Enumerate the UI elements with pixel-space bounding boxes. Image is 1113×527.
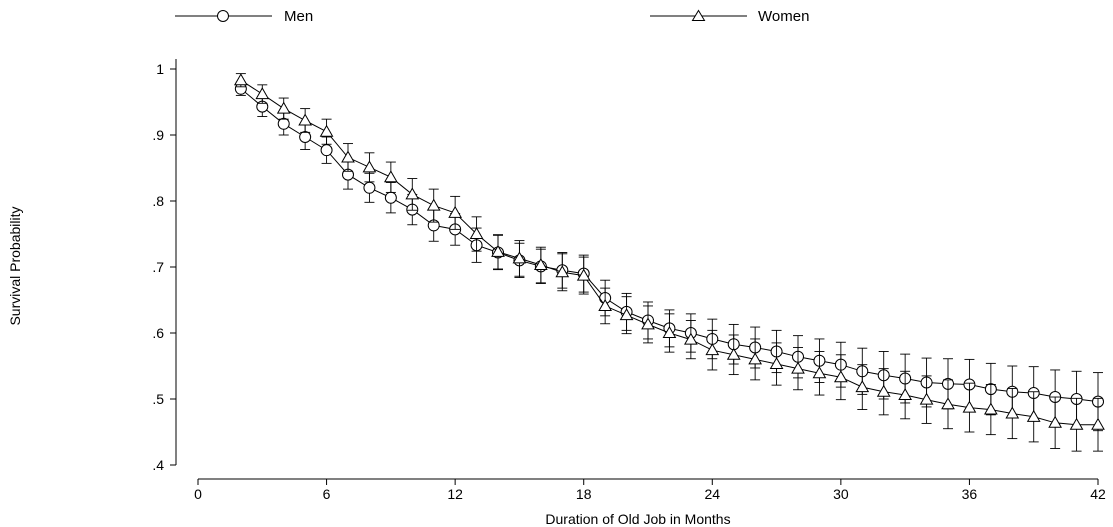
y-tick-label: .7	[152, 259, 164, 275]
women-point	[276, 101, 291, 114]
x-tick-label: 12	[447, 486, 463, 502]
legend: Men Women	[175, 8, 809, 25]
legend-entry-men: Men	[175, 8, 313, 25]
women-point	[512, 251, 527, 264]
women-point	[1091, 417, 1105, 430]
women-point	[255, 87, 270, 100]
men-point	[299, 130, 312, 143]
women-point	[576, 268, 591, 281]
women-point	[362, 160, 377, 173]
women-point	[919, 392, 934, 405]
women-point	[1026, 409, 1041, 422]
women-point	[533, 258, 548, 271]
y-tick-label: .8	[152, 193, 164, 209]
women-point	[469, 226, 484, 239]
x-tick-label: 36	[962, 486, 978, 502]
x-tick-label: 0	[194, 486, 202, 502]
women-point	[791, 361, 805, 374]
x-axis-title: Duration of Old Job in Months	[545, 511, 730, 527]
y-tick-label: .5	[152, 391, 164, 407]
women-point	[319, 124, 334, 137]
men-point	[363, 181, 376, 194]
women-point	[341, 150, 355, 163]
women-point	[641, 317, 655, 330]
x-tick-label: 30	[833, 486, 849, 502]
women-point	[855, 380, 870, 393]
men-point	[320, 144, 333, 157]
women-point	[983, 402, 998, 415]
y-tick-label: 1	[156, 61, 164, 77]
women-point	[941, 397, 955, 410]
women-point	[683, 332, 698, 345]
women-point	[962, 400, 977, 413]
women-point	[833, 370, 848, 383]
women-point	[233, 73, 248, 86]
axes: .4 .5 .6 .7 .8 .9 1 0 6 12 18 24 30 36 42	[152, 59, 1106, 502]
men-point	[384, 191, 397, 204]
women-point	[662, 325, 677, 338]
y-axis-title: Survival Probability	[7, 206, 23, 325]
women-point	[898, 388, 913, 401]
women-point	[876, 384, 891, 397]
legend-entry-women: Women	[650, 8, 809, 25]
women-point	[598, 298, 613, 311]
women-point	[405, 187, 420, 200]
women-point	[1048, 415, 1063, 428]
women-point	[748, 352, 763, 365]
women-point	[705, 343, 720, 356]
legend-women-label: Women	[758, 8, 809, 25]
legend-men-label: Men	[284, 8, 313, 25]
men-line	[240, 88, 1099, 403]
women-point	[448, 205, 463, 218]
y-tick-label: .9	[152, 127, 164, 143]
series-layer	[233, 73, 1105, 452]
x-tick-label: 42	[1090, 486, 1106, 502]
women-point	[491, 244, 505, 257]
men-point	[277, 117, 290, 130]
women-point	[555, 265, 570, 278]
women-point	[298, 113, 313, 126]
women-point	[726, 347, 741, 360]
women-point	[426, 198, 441, 211]
x-tick-label: 24	[704, 486, 720, 502]
women-point	[619, 308, 634, 321]
legend-women-marker	[691, 9, 706, 21]
y-tick-label: .6	[152, 325, 164, 341]
x-tick-label: 18	[576, 486, 592, 502]
women-point	[383, 170, 398, 183]
series-women	[233, 73, 1105, 452]
women-point	[769, 357, 784, 370]
y-tick-label: .4	[152, 457, 164, 473]
women-point	[1069, 417, 1084, 430]
x-tick-label: 6	[323, 486, 331, 502]
series-men	[234, 81, 1104, 432]
women-point	[1005, 406, 1020, 419]
legend-men-marker	[217, 10, 229, 22]
women-point	[812, 366, 827, 379]
